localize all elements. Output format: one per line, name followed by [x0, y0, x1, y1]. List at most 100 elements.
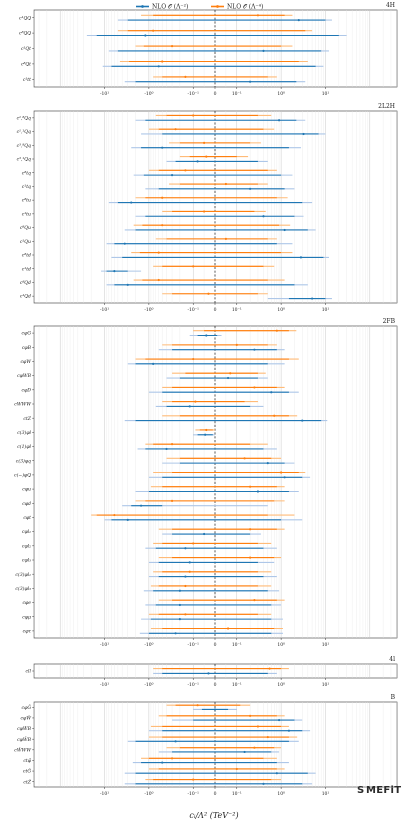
x-tick-label: 10¹	[322, 642, 330, 648]
coef-label: cφl₁	[22, 529, 31, 535]
coef-label: cφd	[22, 501, 31, 507]
lin-central-point	[165, 447, 168, 451]
coef-label: cWWW	[14, 402, 32, 408]
quad-central-point	[184, 613, 187, 616]
coef-row-c-d-12: cφd	[22, 499, 285, 507]
coef-label: cφWB	[17, 373, 32, 379]
panel-title: 2L2H	[378, 103, 395, 110]
lin-central-point	[178, 589, 181, 592]
lin-central-point	[311, 297, 314, 300]
coef-row-c-e-19: cφe	[22, 599, 285, 606]
x-tick-label: 10⁰	[277, 642, 285, 648]
coef-label: cφW̃B	[17, 725, 32, 732]
coef-label: cφl₃	[22, 558, 31, 564]
quad-central-point	[253, 386, 256, 389]
coef-label: c⁸QQ	[19, 31, 31, 37]
x-tick-label: 0	[214, 307, 217, 313]
coef-row-c-q-10: c(−)φQ	[14, 471, 311, 479]
coef-row-cll-0: cll	[25, 667, 289, 675]
lin-central-point	[184, 575, 187, 578]
coef-row-c-w-b-2: cφW̃B	[17, 725, 311, 732]
coef-row-c-tq-4: c⁸tq	[22, 169, 293, 176]
lin-central-point	[126, 518, 129, 521]
coef-row-c-w-1: cφW̃	[20, 715, 303, 722]
panel-title: 4l	[389, 656, 395, 663]
quad-central-point	[229, 372, 232, 375]
lin-central-point	[174, 632, 177, 635]
x-tick-label: 10⁰	[277, 307, 285, 313]
coef-row-ctg-6: ctG̃	[23, 768, 316, 775]
panel-frame	[33, 701, 398, 788]
coef-row-c-qq-2: c³,⁸Qq	[17, 141, 301, 149]
lin-central-point	[174, 740, 177, 743]
coef-label: c¹tq	[22, 184, 31, 190]
gridlines	[33, 10, 397, 87]
coef-row-c-1-l-8: c(1)φl	[17, 443, 277, 450]
quad-central-point	[184, 75, 187, 78]
coef-row-c-qq-3: c³,¹Qq	[17, 155, 268, 163]
quad-central-point	[235, 343, 238, 346]
quad-central-point	[249, 556, 252, 559]
coef-row-c-qq-1: c¹,¹Qq	[17, 128, 326, 135]
x-tick-label: -10¹	[100, 791, 109, 797]
x-tick-label: -10⁻¹	[188, 642, 200, 648]
coef-row-c-g-0: cφG	[22, 329, 297, 337]
coef-label: cφD	[22, 387, 32, 393]
quad-central-point	[161, 60, 164, 63]
coef-label: cφW	[20, 359, 32, 365]
lin-central-point	[152, 362, 155, 365]
coef-row-c-qd-13: c¹Qd	[20, 292, 332, 300]
lin-central-point	[283, 228, 286, 232]
smefit-logo: S MEFiT	[357, 785, 401, 796]
coef-label: cW̃WW	[14, 747, 32, 754]
x-tick-label: 10¹	[322, 791, 330, 797]
x-tick-label: -10⁰	[144, 682, 153, 688]
quad-central-point	[226, 627, 230, 630]
lin-central-point	[188, 405, 191, 408]
quad-central-point	[205, 155, 208, 158]
coef-row-c-qq-0: c¹,⁸Qq	[17, 114, 306, 121]
lin-central-point	[266, 462, 269, 465]
coef-label: cφe	[22, 601, 31, 606]
lin-central-point	[170, 174, 174, 177]
coef-row-c-tq-5: c¹tq	[22, 182, 295, 190]
coef-row-c-qq-1: c⁸QQ	[19, 29, 347, 37]
coef-label: ctZ	[23, 416, 31, 422]
lin-central-point	[184, 547, 187, 550]
lin-central-point	[207, 672, 210, 675]
lin-central-point	[178, 618, 181, 621]
coef-row-c-w-b-3: cφW̃B	[17, 736, 299, 743]
coef-row-c-u-11: cφu	[22, 485, 299, 493]
coef-row-c-qu-9: c¹Qu	[20, 237, 293, 245]
quad-central-point	[256, 14, 260, 17]
coef-label: c¹tu	[22, 211, 31, 217]
coef-label: c(3)φl₁	[15, 571, 31, 578]
coef-row-c-b-1: cφB	[22, 343, 285, 351]
x-tick-label: 10⁻¹	[232, 307, 242, 313]
lin-central-point	[196, 160, 199, 163]
legend-marker-quad	[216, 5, 219, 8]
coef-row-c-w-2: cφW	[20, 357, 299, 365]
coef-row-c-g-0: cφG̃	[22, 704, 251, 711]
x-tick-label: 10⁻¹	[232, 91, 242, 97]
quad-central-point	[203, 141, 206, 144]
quad-central-point	[275, 329, 278, 332]
lin-central-point	[157, 65, 160, 68]
quad-central-point	[152, 29, 155, 32]
quad-central-point	[192, 114, 195, 117]
lin-central-point	[287, 729, 291, 732]
lin-central-point	[262, 49, 265, 53]
x-tick-label: 10⁻¹	[232, 682, 242, 688]
coef-row-c-3-l-18: c(3)φl₃	[15, 584, 280, 592]
coef-label: cφB	[22, 345, 32, 351]
quad-central-point	[170, 45, 174, 48]
lin-central-point	[253, 348, 256, 351]
lin-central-point	[262, 215, 265, 218]
coef-row-ctz-6: ctZ	[23, 414, 328, 422]
coef-row-ct-5: ctφ̃	[23, 757, 289, 764]
coef-label: c¹td	[22, 266, 31, 272]
panel-frame	[33, 663, 398, 679]
panel-2fb: 2FB -10¹ -10⁰ -10⁻¹ 0 10⁻¹ 10⁰ 10¹ cφG cφB cφW cφWB…	[14, 318, 398, 648]
quad-central-point	[192, 778, 195, 781]
x-tick-label: -10⁰	[144, 642, 153, 648]
